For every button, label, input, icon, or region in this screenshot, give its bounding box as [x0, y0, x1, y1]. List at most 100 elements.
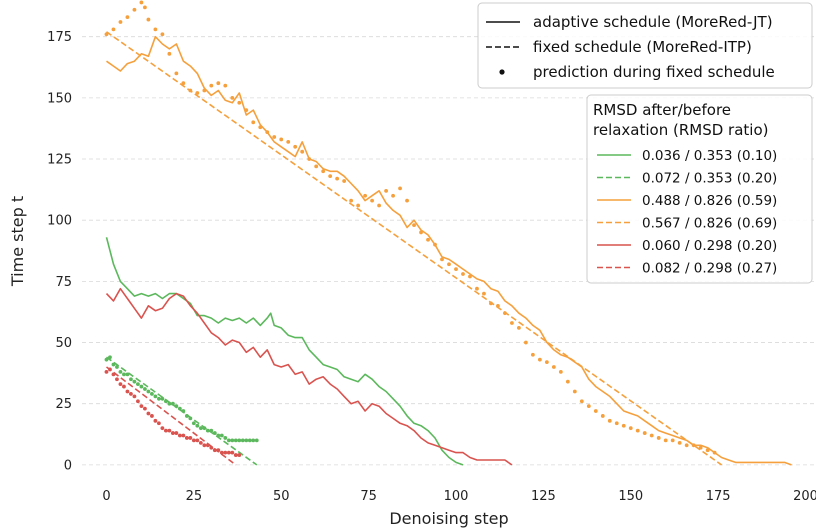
data-point — [628, 426, 633, 431]
x-tick-label: 0 — [102, 489, 110, 504]
data-point — [307, 157, 312, 161]
data-point — [663, 438, 668, 443]
data-point — [286, 140, 291, 144]
data-point — [202, 88, 207, 93]
data-point — [150, 392, 154, 396]
data-point — [356, 203, 361, 208]
data-point — [118, 369, 123, 374]
data-point — [111, 372, 116, 377]
y-tick-label: 150 — [47, 91, 72, 106]
data-point — [551, 365, 556, 369]
data-point — [202, 443, 207, 448]
rmsd-legend-label: 0.072 / 0.353 (0.20) — [642, 171, 777, 187]
data-point — [670, 438, 675, 443]
x-ticks: 0 25 50 75 100 125 150 175 200 — [102, 489, 816, 504]
data-point — [391, 193, 395, 198]
data-point — [503, 311, 507, 316]
data-point — [202, 426, 207, 431]
data-point — [129, 377, 133, 382]
data-point — [691, 443, 696, 448]
data-point — [139, 0, 144, 5]
data-point — [209, 428, 214, 433]
data-point — [300, 149, 305, 154]
data-point — [167, 401, 172, 406]
adaptive-schedule-line — [105, 287, 513, 466]
data-point — [579, 399, 584, 404]
data-point — [191, 421, 196, 426]
data-point — [405, 198, 409, 203]
data-point — [181, 81, 186, 86]
y-ticks: 0 25 50 75 100 125 150 175 — [47, 30, 72, 473]
data-point — [279, 137, 284, 142]
data-point — [461, 272, 465, 276]
data-point — [600, 414, 605, 418]
data-point — [370, 198, 375, 203]
data-point — [122, 384, 126, 389]
data-point — [195, 91, 200, 95]
data-point — [167, 428, 172, 433]
data-point — [447, 262, 451, 267]
rmsd-legend-label: 0.488 / 0.826 (0.59) — [642, 193, 777, 209]
data-point — [177, 406, 182, 411]
data-point — [191, 438, 196, 443]
data-point — [244, 438, 249, 443]
data-point — [195, 438, 200, 443]
data-point — [125, 372, 130, 377]
data-point — [510, 321, 514, 325]
data-point — [136, 399, 140, 404]
data-point — [125, 15, 130, 20]
data-point — [544, 360, 549, 365]
data-point — [712, 450, 717, 455]
data-point — [143, 5, 147, 10]
x-tick-label: 175 — [706, 489, 731, 504]
data-point — [223, 450, 228, 455]
data-point — [104, 357, 109, 362]
data-point — [212, 448, 217, 453]
data-point — [230, 450, 235, 455]
data-point — [335, 176, 340, 181]
data-point — [143, 406, 147, 411]
data-point — [156, 421, 161, 426]
data-point — [593, 409, 598, 413]
x-tick-label: 125 — [531, 489, 556, 504]
data-point — [621, 423, 626, 428]
data-point — [517, 325, 521, 330]
data-point — [177, 433, 182, 438]
data-point — [216, 433, 221, 438]
data-point — [607, 418, 612, 423]
data-point — [642, 431, 647, 435]
data-point — [558, 369, 563, 374]
data-point — [258, 125, 263, 130]
data-point — [244, 108, 249, 113]
adaptive-schedule-line — [105, 237, 464, 466]
data-point — [265, 130, 270, 135]
data-point — [108, 355, 112, 360]
data-point — [237, 453, 242, 457]
data-point — [143, 387, 147, 391]
data-point — [454, 267, 458, 272]
data-point — [537, 357, 542, 362]
data-point — [565, 379, 570, 384]
data-point — [205, 428, 210, 433]
data-point — [136, 382, 140, 387]
rmsd-legend-title: RMSD after/before — [593, 101, 731, 119]
data-point — [170, 431, 175, 435]
data-point — [139, 404, 144, 409]
x-tick-label: 100 — [444, 489, 469, 504]
prediction-dots-series — [104, 355, 259, 443]
data-point — [115, 365, 119, 369]
data-point — [198, 426, 203, 431]
legend-label: adaptive schedule (MoreRed-JT) — [533, 13, 773, 31]
data-point — [677, 440, 682, 445]
data-point — [363, 193, 368, 198]
rmsd-legend: RMSD after/before relaxation (RMSD ratio)… — [586, 94, 813, 284]
data-point — [272, 135, 277, 139]
data-point — [614, 421, 619, 426]
data-point — [146, 389, 151, 394]
data-point — [398, 186, 402, 191]
data-point — [321, 169, 326, 174]
data-point — [153, 418, 158, 423]
data-point — [384, 188, 388, 193]
data-point — [233, 453, 238, 457]
x-tick-label: 25 — [186, 489, 203, 504]
